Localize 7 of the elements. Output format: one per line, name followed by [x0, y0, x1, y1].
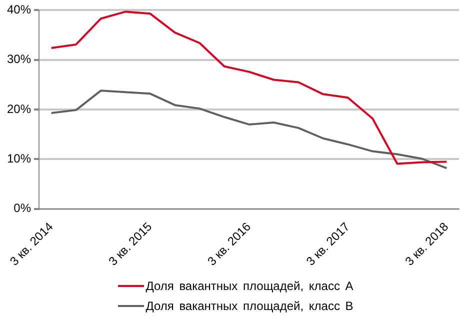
y-tick-label: 30% [6, 52, 32, 66]
legend-label: Доля вакантных площадей, класс А [146, 279, 354, 293]
y-tick-label: 20% [6, 102, 32, 116]
y-tick-label: 0% [14, 201, 32, 216]
y-tick-label: 10% [6, 152, 32, 166]
y-tick-label: 40% [6, 2, 32, 17]
legend-label: Доля вакантных площадей, класс В [146, 299, 354, 313]
